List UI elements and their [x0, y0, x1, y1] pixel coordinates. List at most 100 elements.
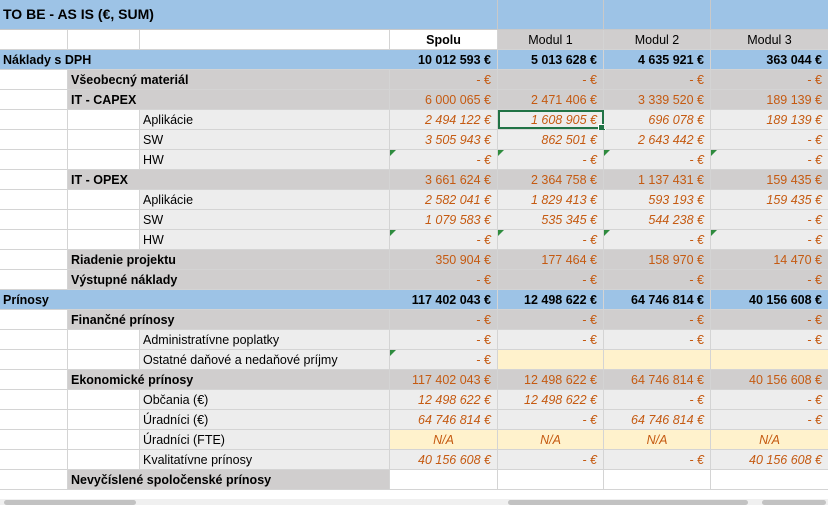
value-cell[interactable]: - €	[604, 450, 711, 469]
value-cell[interactable]	[711, 350, 828, 369]
cell[interactable]	[68, 350, 140, 369]
value-cell[interactable]: 696 078 €	[604, 110, 711, 129]
row-label[interactable]: Všeobecný materiál	[68, 70, 390, 89]
value-cell[interactable]: 189 139 €	[711, 110, 828, 129]
cell[interactable]	[0, 430, 68, 449]
column-header-modul1[interactable]: Modul 1	[498, 30, 604, 49]
value-cell[interactable]: 5 013 628 €	[498, 50, 604, 69]
column-header-modul3[interactable]: Modul 3	[711, 30, 828, 49]
cell[interactable]	[0, 190, 68, 209]
value-cell[interactable]	[498, 470, 604, 489]
cell[interactable]	[0, 450, 68, 469]
value-cell[interactable]: 12 498 622 €	[498, 390, 604, 409]
value-cell[interactable]: 40 156 608 €	[390, 450, 498, 469]
cell[interactable]	[0, 230, 68, 249]
value-cell[interactable]: 3 505 943 €	[390, 130, 498, 149]
row-label[interactable]: Nevyčíslené spoločenské prínosy	[68, 470, 390, 489]
value-cell[interactable]: - €	[711, 130, 828, 149]
row-label[interactable]: Administratívne poplatky	[140, 330, 390, 349]
value-cell[interactable]: 1 829 413 €	[498, 190, 604, 209]
value-cell[interactable]: - €	[498, 450, 604, 469]
value-cell[interactable]: 14 470 €	[711, 250, 828, 269]
value-cell[interactable]: 1 137 431 €	[604, 170, 711, 189]
cell[interactable]	[140, 30, 390, 49]
value-cell[interactable]: - €	[711, 410, 828, 429]
value-cell[interactable]: - €	[604, 230, 711, 249]
cell[interactable]	[0, 210, 68, 229]
row-label[interactable]: Aplikácie	[140, 110, 390, 129]
value-cell[interactable]: N/A	[390, 430, 498, 449]
value-cell[interactable]	[498, 350, 604, 369]
title-cell-modul3[interactable]	[711, 0, 828, 29]
value-cell[interactable]: 158 970 €	[604, 250, 711, 269]
sheet-title[interactable]: TO BE - AS IS (€, SUM)	[3, 6, 154, 22]
value-cell[interactable]: - €	[711, 270, 828, 289]
cell[interactable]	[68, 130, 140, 149]
value-cell[interactable]: - €	[604, 310, 711, 329]
value-cell[interactable]: - €	[390, 330, 498, 349]
row-label[interactable]: Kvalitatívne prínosy	[140, 450, 390, 469]
value-cell[interactable]: - €	[711, 330, 828, 349]
value-cell[interactable]: 64 746 814 €	[604, 370, 711, 389]
row-label[interactable]: Výstupné náklady	[68, 270, 390, 289]
cell[interactable]	[68, 190, 140, 209]
section-label[interactable]: Náklady s DPH	[3, 52, 92, 67]
value-cell[interactable]: - €	[604, 330, 711, 349]
value-cell[interactable]: 40 156 608 €	[749, 292, 822, 307]
value-cell[interactable]: - €	[390, 150, 498, 169]
cell[interactable]	[0, 90, 68, 109]
value-cell[interactable]: - €	[711, 310, 828, 329]
value-cell[interactable]: 117 402 043 €	[390, 290, 498, 309]
value-cell[interactable]: - €	[498, 70, 604, 89]
value-cell[interactable]: 350 904 €	[390, 250, 498, 269]
value-cell[interactable]	[711, 470, 828, 489]
value-cell[interactable]: 862 501 €	[498, 130, 604, 149]
row-label[interactable]: Finančné prínosy	[68, 310, 390, 329]
value-cell[interactable]: - €	[498, 230, 604, 249]
selected-cell[interactable]: 1 608 905 €	[498, 110, 606, 132]
value-cell[interactable]: 2 582 041 €	[390, 190, 498, 209]
value-cell[interactable]: - €	[390, 310, 498, 329]
row-label[interactable]: SW	[140, 130, 390, 149]
value-cell[interactable]: 2 471 406 €	[498, 90, 604, 109]
value-cell[interactable]: - €	[604, 390, 711, 409]
value-cell[interactable]	[604, 350, 711, 369]
value-cell[interactable]: 2 643 442 €	[604, 130, 711, 149]
value-cell[interactable]: - €	[390, 270, 498, 289]
value-cell[interactable]: 12 498 622 €	[498, 290, 604, 309]
cell[interactable]	[68, 30, 140, 49]
value-cell[interactable]: 189 139 €	[711, 90, 828, 109]
horizontal-scrollbar[interactable]	[0, 499, 828, 505]
row-label[interactable]: IT - OPEX	[68, 170, 390, 189]
row-label[interactable]: Aplikácie	[140, 190, 390, 209]
cell[interactable]	[0, 410, 68, 429]
value-cell[interactable]: - €	[390, 70, 498, 89]
value-cell[interactable]: 6 000 065 €	[390, 90, 498, 109]
value-cell[interactable]: 535 345 €	[498, 210, 604, 229]
value-cell[interactable]	[390, 470, 498, 489]
cell[interactable]	[68, 110, 140, 129]
value-cell[interactable]: 12 498 622 €	[390, 390, 498, 409]
value-cell[interactable]: 64 746 814 €	[604, 290, 711, 309]
cell[interactable]	[0, 470, 68, 489]
value-cell[interactable]: 177 464 €	[498, 250, 604, 269]
value-cell[interactable]: 64 746 814 €	[390, 410, 498, 429]
cell[interactable]	[0, 270, 68, 289]
value-cell[interactable]: N/A	[498, 430, 604, 449]
scrollbar-thumb-2[interactable]	[508, 500, 748, 505]
value-cell[interactable]: 159 435 €	[711, 190, 828, 209]
cell[interactable]	[0, 110, 68, 129]
row-label[interactable]: Riadenie projektu	[68, 250, 390, 269]
value-cell[interactable]: 3 661 624 €	[390, 170, 498, 189]
cell[interactable]	[0, 390, 68, 409]
value-cell[interactable]: - €	[498, 310, 604, 329]
scrollbar-thumb[interactable]	[4, 500, 136, 505]
cell[interactable]	[0, 170, 68, 189]
value-cell[interactable]: - €	[711, 230, 828, 249]
value-cell[interactable]: 12 498 622 €	[498, 370, 604, 389]
cell[interactable]	[68, 450, 140, 469]
value-cell[interactable]: N/A	[604, 430, 711, 449]
value-cell[interactable]: 4 635 921 €	[604, 50, 711, 69]
cell[interactable]	[0, 130, 68, 149]
value-cell[interactable]: - €	[711, 210, 828, 229]
